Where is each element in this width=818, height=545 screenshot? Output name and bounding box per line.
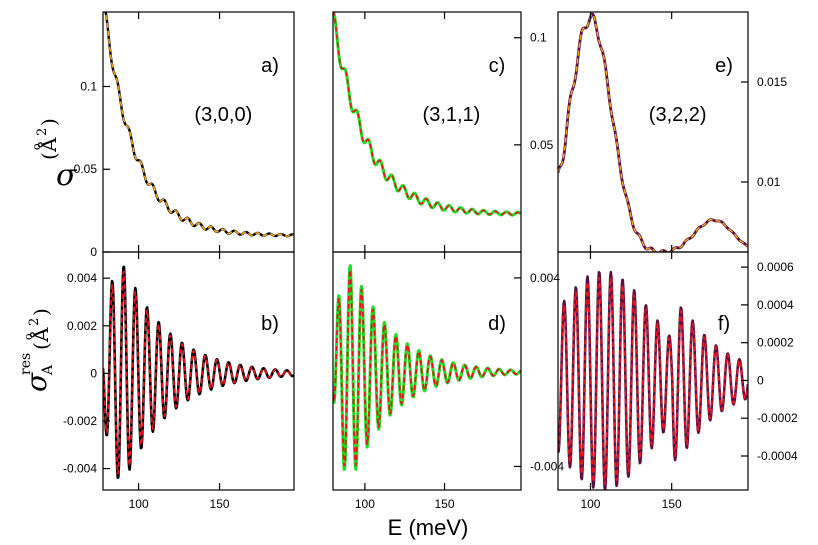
y-label-top-open-paren: (	[37, 152, 61, 160]
ytick-label-d-1: 0.004	[530, 271, 560, 285]
series-e-fit	[558, 13, 748, 252]
ytick-label-f-0: -0.0004	[757, 449, 798, 463]
frame-f	[557, 251, 749, 491]
panel-label-c: c)	[489, 55, 506, 77]
frame-d	[332, 251, 522, 491]
frame-a	[102, 11, 295, 253]
x-axis-label: E (meV)	[388, 515, 469, 540]
ytick-label-f-3: 0.0002	[757, 336, 794, 350]
ytick-label-e-0: 0.01	[757, 175, 781, 189]
ytick-label-f-5: 0.0006	[757, 260, 794, 274]
frame-b	[102, 251, 295, 491]
ytick-label-d-0: -0.004	[530, 459, 564, 473]
panels-layer: 00.050.1a)(3,0,0)0.050.1c)(3,1,1)0.010.0…	[63, 11, 798, 511]
ytick-label-f-1: -0.0002	[757, 411, 798, 425]
xtick-label-d-100: 100	[355, 497, 375, 511]
quantum-label-c: (3,1,1)	[423, 104, 481, 126]
frame-e	[557, 11, 749, 253]
y-label-bottom-unit: Å	[28, 327, 53, 343]
ytick-label-f-2: 0	[757, 373, 764, 387]
y-label-bottom-subscript: A	[40, 364, 56, 376]
xtick-label-d-150: 150	[435, 497, 455, 511]
series-c-fit	[333, 12, 521, 216]
series-e-data	[558, 12, 748, 252]
ytick-label-a-2: 0.1	[80, 79, 97, 93]
series-f-fit	[558, 276, 748, 485]
ytick-label-b-3: 0.002	[67, 319, 97, 333]
panel-label-f: f)	[718, 313, 730, 335]
y-label-bottom-close-paren: )	[29, 308, 53, 316]
panel-label-d: d)	[488, 313, 506, 335]
panel-c: 0.05 0.1 c) (3,1,1)	[332, 11, 554, 253]
y-label-bottom-open-paren: (	[29, 342, 53, 350]
ytick-label-b-0: -0.004	[63, 462, 97, 476]
y-axis-label-bottom: σ res A ( Å o 2 )	[18, 308, 56, 392]
ytick-label-c-0: 0.05	[530, 138, 554, 152]
y-label-top-symbol: σ	[56, 158, 78, 193]
series-a-fit	[104, 12, 294, 237]
ytick-label-a-0: 0	[90, 245, 97, 259]
y-label-bottom-superscript: res	[18, 353, 34, 375]
series-b-fit	[103, 270, 294, 475]
ytick-label-c-1: 0.1	[530, 31, 547, 45]
y-label-top-unit: Å	[36, 137, 61, 153]
y-label-top-unit-ring: o	[30, 143, 43, 150]
y-axis-label-top: σ ( Å o 2 )	[30, 118, 78, 193]
panel-b: 100 150 -0.004 -0.002 0 0.002 0.004 b)	[63, 251, 295, 511]
y-label-bottom-exponent: 2	[27, 318, 42, 326]
y-label-bottom-symbol: σ	[20, 372, 53, 392]
panel-d: 100 150 -0.004 0.004 d)	[332, 251, 564, 511]
ytick-label-f-4: 0.0004	[757, 298, 794, 312]
xtick-label-b-150: 150	[210, 497, 230, 511]
panel-a: 0 0.05 0.1 a) (3,0,0)	[74, 11, 295, 259]
y-label-bottom-unit-ring: o	[22, 333, 35, 340]
y-label-top-exponent: 2	[35, 128, 50, 136]
ytick-label-e-1: 0.015	[757, 75, 787, 89]
series-d-fit	[333, 269, 521, 467]
panel-f: 100 150 -0.0004 -0.0002 0 0.0002 0.0004 0.0006 f…	[557, 251, 798, 511]
y-label-top-close-paren: )	[37, 118, 61, 126]
xtick-label-b-100: 100	[129, 497, 149, 511]
panel-label-b: b)	[261, 313, 279, 335]
ytick-label-b-4: 0.004	[67, 271, 97, 285]
xtick-label-f-150: 150	[662, 497, 682, 511]
ytick-label-b-1: -0.002	[63, 414, 97, 428]
xtick-label-f-100: 100	[580, 497, 600, 511]
panel-label-e: e)	[715, 55, 733, 77]
panel-e: 0.01 0.015 e) (3,2,2)	[557, 11, 787, 253]
panel-label-a: a)	[261, 55, 279, 77]
ytick-label-b-2: 0	[90, 366, 97, 380]
quantum-label-a: (3,0,0)	[194, 104, 252, 126]
quantum-label-e: (3,2,2)	[649, 104, 707, 126]
ytick-label-a-1: 0.05	[74, 162, 98, 176]
